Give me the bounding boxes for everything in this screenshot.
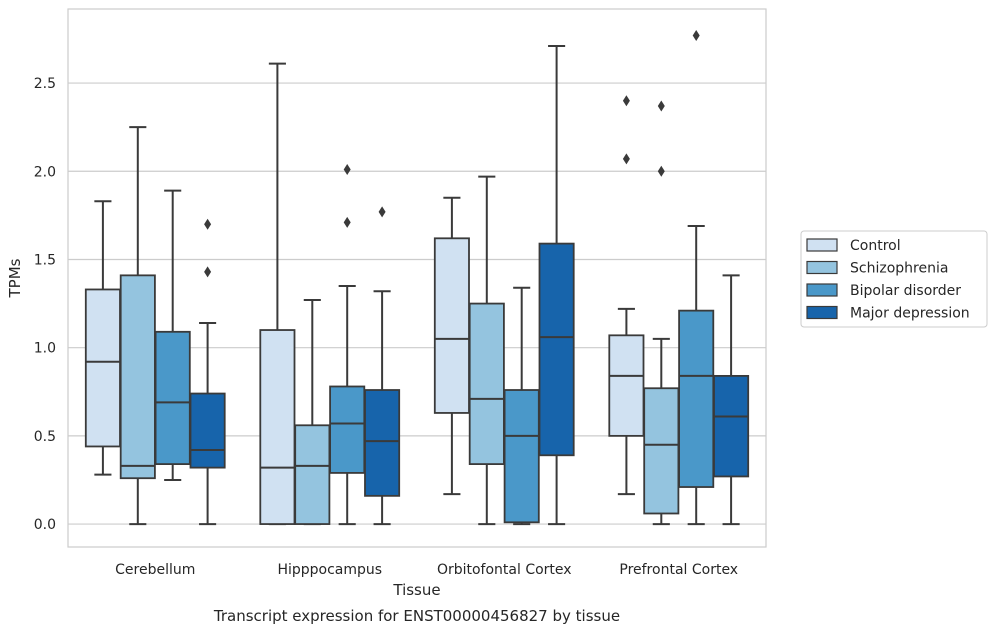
y-tick-label: 2.0 (34, 164, 56, 180)
box-iqr (259, 329, 296, 525)
box-series (84, 29, 750, 526)
box-iqr (643, 387, 680, 515)
box (468, 175, 505, 526)
legend-label: Schizophrenia (850, 261, 948, 277)
outlier-point (622, 153, 630, 165)
x-tick-label: Prefrontal Cortex (619, 562, 738, 578)
x-tick-label: Hipppocampus (277, 562, 382, 578)
box-iqr (154, 330, 191, 465)
outlier-point (378, 206, 386, 218)
series-major-depression (189, 45, 750, 526)
chart-caption: Transcript expression for ENST0000045682… (213, 607, 620, 625)
outlier-point (204, 266, 212, 278)
y-tick-labels: 0.0 0.5 1.0 1.5 2.0 2.5 (34, 76, 56, 533)
y-tick-label: 0.5 (34, 429, 56, 445)
box-iqr (503, 389, 540, 524)
box (433, 196, 470, 496)
box (678, 29, 715, 526)
legend-swatch (806, 305, 838, 320)
box-iqr (713, 374, 750, 478)
outlier-point (204, 218, 212, 230)
x-tick-labels: Cerebellum Hipppocampus Orbitofontal Corte… (115, 562, 738, 578)
legend: Control Schizophrenia Bipolar disorder Majo… (800, 230, 988, 328)
box (259, 62, 296, 526)
box (364, 206, 401, 526)
outlier-point (692, 29, 700, 41)
box-iqr (119, 274, 156, 480)
x-axis-label: Tissue (392, 581, 440, 599)
series-control (84, 62, 645, 526)
x-tick-label: Cerebellum (115, 562, 195, 578)
legend-item: Bipolar disorder (806, 283, 961, 299)
legend-item: Schizophrenia (806, 260, 948, 277)
box-iqr (538, 242, 575, 457)
box (119, 126, 156, 526)
outlier-point (657, 100, 665, 112)
x-tick-label: Orbitofontal Cortex (437, 562, 572, 578)
box-iqr (468, 302, 505, 465)
legend-swatch (806, 238, 838, 252)
box-iqr (678, 309, 715, 488)
box (84, 200, 121, 476)
legend-item: Major depression (806, 305, 970, 322)
outlier-point (657, 165, 665, 177)
box-iqr (608, 334, 645, 437)
outlier-point (622, 95, 630, 107)
plot-area-frame (67, 8, 767, 548)
box-iqr (189, 392, 226, 469)
legend-label: Control (850, 238, 901, 254)
legend-label: Bipolar disorder (850, 283, 961, 299)
legend-swatch (806, 260, 838, 275)
outlier-point (343, 164, 351, 176)
legend-swatch (806, 283, 838, 297)
box-iqr (364, 389, 401, 497)
box-iqr (433, 237, 470, 414)
box-iqr (84, 288, 121, 448)
box (154, 189, 191, 481)
y-axis-label: TPMs (6, 258, 24, 298)
legend-frame (800, 230, 988, 328)
box-iqr (294, 424, 331, 525)
legend-label: Major depression (850, 306, 970, 322)
outlier-point (343, 216, 351, 228)
y-tick-label: 2.5 (34, 76, 56, 92)
box (294, 299, 331, 526)
legend-item: Control (806, 238, 901, 254)
box (643, 100, 680, 526)
box (189, 218, 226, 526)
y-tick-label: 1.0 (34, 341, 56, 357)
box (608, 95, 645, 496)
series-bipolar-disorder (154, 29, 715, 526)
box (713, 274, 750, 526)
series-schizophrenia (119, 100, 680, 526)
y-tick-label: 0.0 (34, 517, 56, 533)
box (329, 164, 366, 526)
y-tick-label: 1.5 (34, 252, 56, 268)
box-iqr (329, 385, 366, 474)
box (503, 286, 540, 526)
box (538, 45, 575, 526)
